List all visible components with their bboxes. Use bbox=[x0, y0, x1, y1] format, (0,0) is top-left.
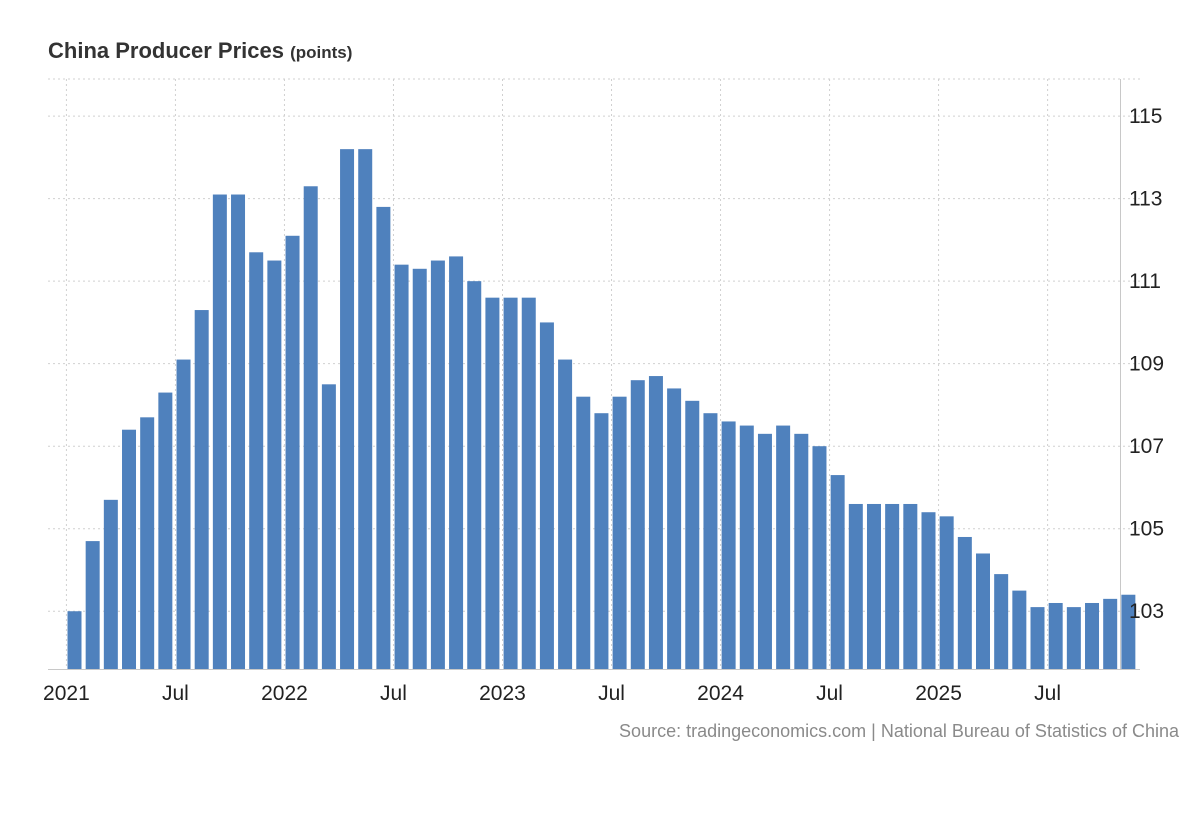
bar-2025-08 bbox=[1066, 607, 1081, 669]
bar-2023-02 bbox=[521, 297, 536, 669]
x-tick-label: Jul bbox=[816, 682, 843, 705]
bar-2025-05 bbox=[1012, 590, 1027, 669]
bar-2022-11 bbox=[467, 281, 482, 669]
bar-2023-01 bbox=[503, 297, 518, 669]
bar-2021-05 bbox=[140, 417, 155, 669]
bar-2024-10 bbox=[885, 503, 900, 669]
bar-2022-03 bbox=[321, 384, 336, 669]
x-tick-label: 2021 bbox=[43, 682, 90, 705]
bar-2021-07 bbox=[176, 359, 191, 669]
bar-2022-09 bbox=[430, 260, 445, 669]
x-tick-label: 2022 bbox=[261, 682, 308, 705]
y-tick-label: 105 bbox=[1129, 518, 1164, 541]
chart-title: China Producer Prices (points) bbox=[48, 38, 352, 64]
bar-2021-11 bbox=[249, 252, 264, 670]
bar-2024-03 bbox=[757, 433, 772, 669]
axes bbox=[48, 79, 1140, 670]
bar-2024-08 bbox=[848, 503, 863, 669]
bar-2024-06 bbox=[812, 446, 827, 669]
y-tick-label: 103 bbox=[1129, 600, 1164, 623]
bar-2024-07 bbox=[830, 475, 845, 669]
bar-2023-12 bbox=[703, 413, 718, 669]
bar-2021-01 bbox=[67, 611, 82, 669]
x-tick-label: 2023 bbox=[479, 682, 526, 705]
x-tick-label: Jul bbox=[162, 682, 189, 705]
bar-2023-11 bbox=[685, 400, 700, 669]
bar-2023-09 bbox=[648, 376, 663, 669]
y-tick-label: 107 bbox=[1129, 435, 1164, 458]
bar-2025-02 bbox=[957, 536, 972, 669]
bar-2025-01 bbox=[939, 516, 954, 669]
x-tick-label: Jul bbox=[1034, 682, 1061, 705]
y-tick-label: 111 bbox=[1129, 270, 1161, 293]
bar-2025-07 bbox=[1048, 602, 1063, 669]
y-tick-label: 113 bbox=[1129, 188, 1162, 211]
bar-2022-04 bbox=[340, 149, 355, 669]
bar-2025-06 bbox=[1030, 607, 1045, 669]
bar-2024-09 bbox=[866, 503, 881, 669]
bar-2025-03 bbox=[976, 553, 990, 669]
bar-2022-10 bbox=[449, 256, 464, 669]
bar-2022-07 bbox=[394, 264, 409, 669]
bar-2023-10 bbox=[667, 388, 682, 669]
source-note: Source: tradingeconomics.com | National … bbox=[619, 721, 1179, 741]
chart-title-text: China Producer Prices bbox=[48, 38, 284, 63]
bar-2025-10 bbox=[1103, 598, 1118, 669]
bar-2025-09 bbox=[1085, 602, 1100, 669]
x-tick-label: 2024 bbox=[697, 682, 744, 705]
bar-2022-12 bbox=[485, 297, 500, 669]
bar-2021-10 bbox=[231, 194, 246, 669]
bar-2023-08 bbox=[630, 380, 645, 669]
bar-2022-02 bbox=[303, 186, 318, 669]
bar-2025-04 bbox=[994, 574, 1009, 669]
tick-labels: 103 105 107 109 111 113 115 2021 Jul 2022 Jul 2023 J… bbox=[43, 105, 1164, 705]
bar-2023-06 bbox=[594, 413, 609, 669]
bar-2024-12 bbox=[921, 512, 936, 669]
x-tick-label: Jul bbox=[380, 682, 407, 705]
bar-2023-03 bbox=[539, 322, 554, 669]
bar-2024-04 bbox=[776, 425, 791, 669]
bar-2023-07 bbox=[612, 396, 627, 669]
bar-2025-11 bbox=[1121, 594, 1136, 669]
bar-2021-04 bbox=[122, 429, 137, 669]
x-tick-label: Jul bbox=[598, 682, 625, 705]
grid-lines bbox=[48, 78, 1140, 669]
bar-series bbox=[67, 149, 1136, 670]
bar-2021-12 bbox=[267, 260, 282, 669]
bar-2024-01 bbox=[721, 421, 736, 669]
bar-2024-05 bbox=[794, 433, 809, 669]
bar-2021-08 bbox=[194, 310, 209, 669]
bar-2024-02 bbox=[739, 425, 754, 669]
bar-2021-03 bbox=[103, 499, 118, 669]
bar-2023-05 bbox=[576, 396, 591, 669]
y-tick-label: 115 bbox=[1129, 105, 1162, 128]
bar-2021-09 bbox=[212, 194, 227, 669]
bar-2021-02 bbox=[85, 541, 100, 669]
bar-2022-01 bbox=[285, 235, 300, 669]
bar-2023-04 bbox=[558, 359, 573, 669]
y-tick-label: 109 bbox=[1129, 353, 1164, 376]
bar-2022-05 bbox=[358, 149, 373, 669]
chart-unit: (points) bbox=[290, 43, 353, 62]
bar-2022-08 bbox=[412, 268, 427, 669]
bar-2021-06 bbox=[158, 392, 173, 669]
x-tick-label: 2025 bbox=[915, 682, 962, 705]
bar-2022-06 bbox=[376, 206, 391, 669]
bar-2024-11 bbox=[903, 503, 918, 669]
